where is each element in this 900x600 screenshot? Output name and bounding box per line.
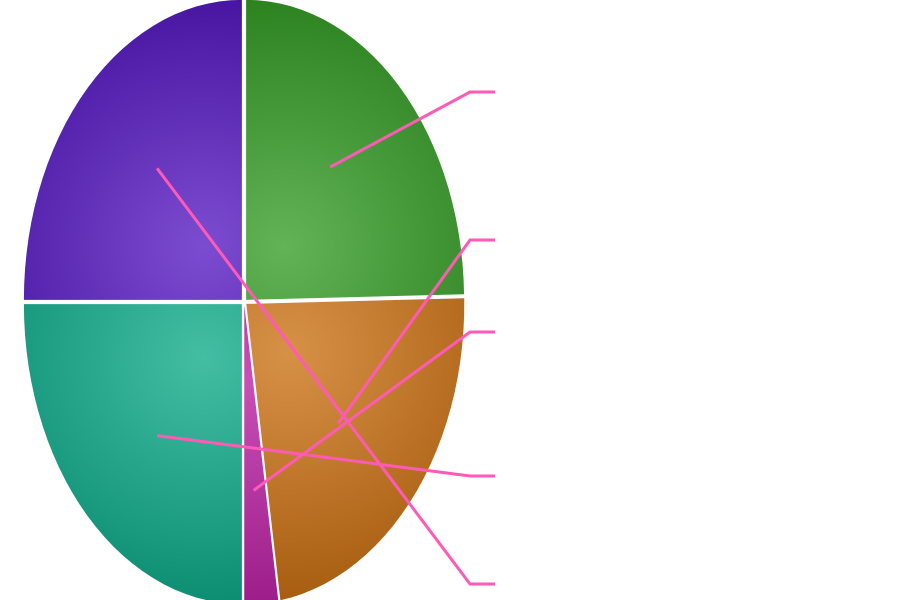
pie-slice-1 xyxy=(246,0,465,300)
leader-line-4 xyxy=(156,434,495,478)
pie-slice-2 xyxy=(246,298,465,600)
leader-line-1 xyxy=(329,90,495,169)
pie-slices xyxy=(23,0,465,600)
leader-lines xyxy=(155,90,495,586)
leader-line-2 xyxy=(336,238,495,425)
leader-line-3 xyxy=(252,330,495,492)
leader-line-5 xyxy=(155,167,495,586)
pie-slice-3 xyxy=(244,304,279,600)
pie-slice-5 xyxy=(23,0,242,300)
pie-slice-4 xyxy=(23,304,242,600)
